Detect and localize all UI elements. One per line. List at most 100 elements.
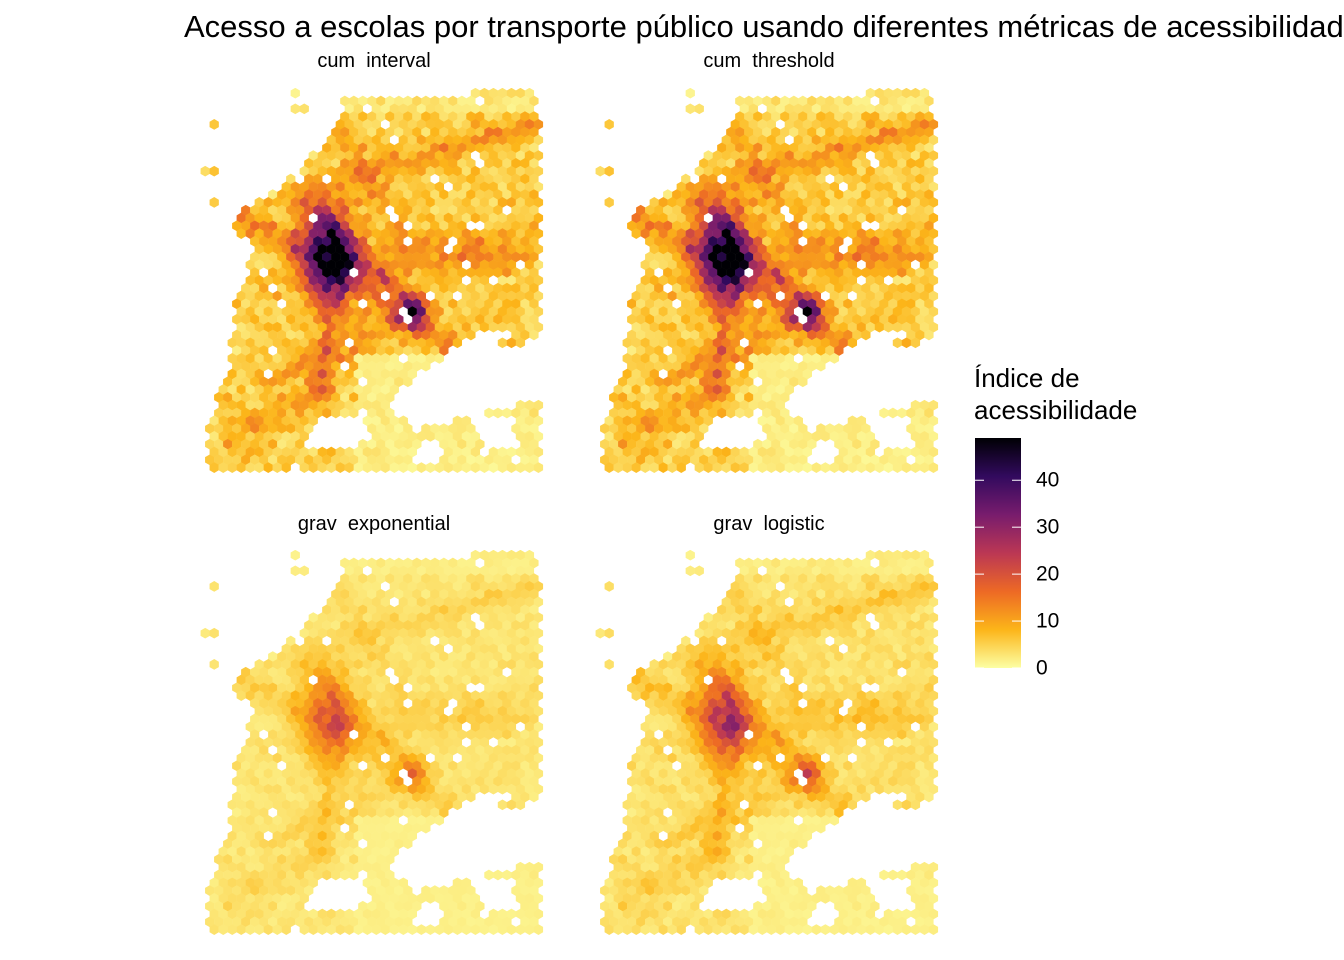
hex-cell <box>825 220 835 232</box>
hex-cell <box>676 197 686 208</box>
hex-cell <box>308 924 318 935</box>
hex-cell <box>268 189 278 200</box>
hex-cell <box>834 666 844 678</box>
hex-cell <box>380 197 390 208</box>
hex-cell <box>820 337 830 349</box>
hex-cell <box>703 643 713 655</box>
hex-cell <box>443 134 454 146</box>
hex-cell <box>676 321 686 333</box>
hex-cell <box>739 243 749 255</box>
hex-cell <box>277 329 287 341</box>
hex-cell <box>807 142 817 154</box>
hex-cell <box>259 454 269 466</box>
hex-cell <box>928 212 939 224</box>
hex-cell <box>227 384 237 395</box>
hex-cell <box>775 228 785 239</box>
hex-cell <box>636 298 646 310</box>
hex-cell <box>448 158 458 169</box>
hex-cell <box>726 376 736 388</box>
hex-cell <box>717 666 727 678</box>
hex-cell <box>290 384 300 395</box>
hex-cell <box>888 604 898 616</box>
hex-cell <box>852 604 862 616</box>
hex-cell <box>290 337 300 349</box>
hex-cell <box>353 150 363 161</box>
hex-cell <box>308 243 318 255</box>
hex-cell <box>847 197 858 208</box>
hex-cell <box>780 251 790 263</box>
hex-cell <box>448 314 458 325</box>
hex-cell <box>452 446 463 458</box>
hex-cell <box>236 399 246 411</box>
hex-cell <box>506 768 517 779</box>
hex-cell <box>236 290 246 302</box>
hex-cell <box>829 612 840 623</box>
hex-cell <box>335 353 345 364</box>
hex-cell <box>268 900 278 912</box>
hex-cell <box>690 407 700 419</box>
hex-cell <box>263 674 273 686</box>
hex-cell <box>308 384 318 395</box>
hex-cell <box>362 150 372 161</box>
hex-cell <box>730 815 740 826</box>
hex-cell <box>766 565 776 577</box>
hex-cell <box>784 306 794 317</box>
hex-cell <box>394 682 404 694</box>
hex-cell <box>245 259 255 271</box>
hex-cell <box>394 438 404 450</box>
hex-cell <box>703 384 713 395</box>
hex-cell <box>892 243 903 255</box>
hex-cell <box>398 690 408 701</box>
hex-cell <box>223 838 233 850</box>
hex-cell <box>511 126 521 138</box>
hex-cell <box>829 737 840 748</box>
hex-cell <box>694 643 704 655</box>
hex-cell <box>888 267 898 278</box>
hex-cell <box>636 329 646 341</box>
hex-cell <box>326 783 336 795</box>
hex-cell <box>398 119 408 130</box>
hex-cell <box>730 197 740 208</box>
hex-cell <box>924 698 934 709</box>
hex-cell <box>622 815 632 826</box>
hex-cell <box>703 197 713 208</box>
hex-cell <box>784 830 794 842</box>
hex-cell <box>870 729 880 740</box>
hex-cell <box>515 924 526 935</box>
hex-cell <box>915 791 925 803</box>
hex-cell <box>748 197 758 208</box>
hex-cell <box>663 376 673 388</box>
hex-cell <box>263 924 273 935</box>
hex-cell <box>466 423 476 434</box>
hex-cell <box>263 893 273 904</box>
hex-cell <box>524 212 535 224</box>
hex-cell <box>843 173 853 185</box>
hex-cell <box>322 360 332 372</box>
hex-cell <box>376 173 386 185</box>
hex-cell <box>919 165 930 177</box>
hex-cell <box>789 189 799 200</box>
hex-cell <box>816 345 826 356</box>
hex-cell <box>515 612 526 623</box>
hex-cell <box>335 181 345 193</box>
hex-cell <box>681 267 691 278</box>
hex-cell <box>232 438 242 450</box>
hex-cell <box>802 119 812 130</box>
hex-cell <box>681 682 691 694</box>
hex-cell <box>412 142 422 154</box>
hex-cell <box>897 744 907 756</box>
hex-cell <box>344 119 354 130</box>
hex-cell <box>376 360 386 372</box>
hex-cell <box>470 783 481 795</box>
hex-cell <box>452 337 463 349</box>
hex-cell <box>915 220 925 232</box>
hex-cell <box>780 620 790 631</box>
hex-cell <box>398 565 408 577</box>
hex-cell <box>335 705 345 717</box>
hex-cell <box>640 431 650 442</box>
hex-cell <box>232 423 242 434</box>
hex-cell <box>380 462 390 473</box>
hex-cell <box>259 854 269 865</box>
hex-cell <box>906 158 916 169</box>
hex-cell <box>771 392 781 403</box>
